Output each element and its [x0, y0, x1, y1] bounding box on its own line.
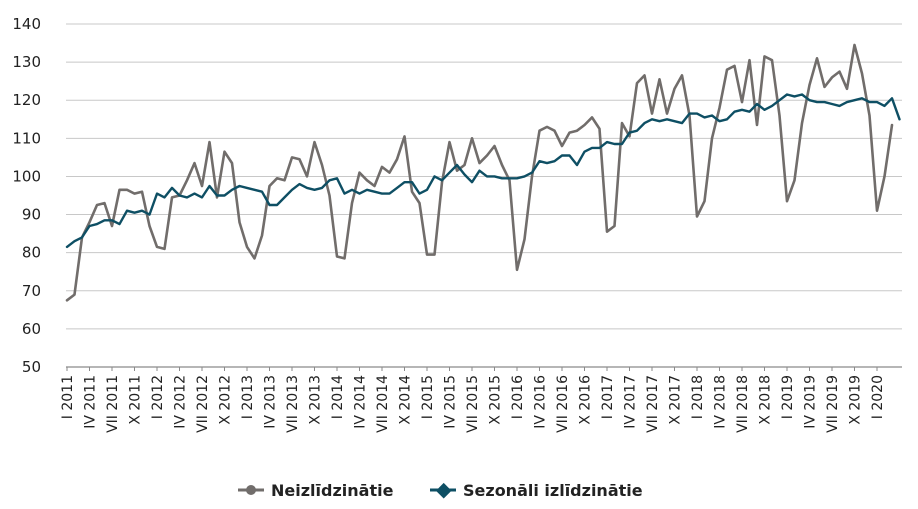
x-tick-label: I 2015	[420, 375, 436, 419]
x-tick-label: X 2017	[668, 375, 684, 425]
x-tick-label: X 2014	[398, 375, 414, 425]
x-tick-label: IV 2018	[713, 375, 729, 429]
x-tick-label: X 2018	[758, 375, 774, 425]
y-tick-label: 120	[12, 91, 41, 109]
x-tick-label: I 2017	[600, 375, 616, 419]
series-line-seasonally-adjusted	[65, 93, 901, 249]
y-tick-label: 130	[12, 53, 41, 71]
series-lines	[65, 43, 901, 302]
y-tick-label: 90	[22, 206, 41, 224]
y-tick-label: 70	[22, 282, 41, 300]
legend-item-unadjusted: Neizlīdzinātie	[238, 481, 394, 500]
legend-swatch-marker-unadjusted	[246, 485, 256, 495]
y-tick-label: 110	[12, 129, 41, 147]
y-tick-label: 80	[22, 244, 41, 262]
legend-swatch-marker-seasonally-adjusted	[435, 482, 452, 499]
x-tick-label: VII 2019	[825, 375, 841, 433]
x-tick-label: X 2015	[488, 375, 504, 425]
x-tick-label: IV 2017	[623, 375, 639, 429]
x-tick-label: IV 2019	[803, 375, 819, 429]
x-tick-label: IV 2012	[173, 375, 189, 429]
y-tick-label: 60	[22, 320, 41, 338]
x-tick-label: I 2014	[330, 375, 346, 419]
x-tick-label: IV 2015	[443, 375, 459, 429]
x-tick-label: I 2013	[240, 375, 256, 419]
x-tick-label: VII 2011	[105, 375, 121, 433]
y-tick-label: 140	[12, 15, 41, 33]
x-tick-label: I 2016	[510, 375, 526, 419]
x-tick-label: VII 2015	[465, 375, 481, 433]
legend: Neizlīdzinātie Sezonāli izlīdzinātie	[238, 481, 643, 500]
series-line-unadjusted	[65, 43, 894, 302]
x-tick-label: I 2019	[780, 375, 796, 419]
x-tick-label: VII 2018	[735, 375, 751, 433]
legend-item-seasonally-adjusted: Sezonāli izlīdzinātie	[430, 481, 643, 500]
y-tick-label: 100	[12, 167, 41, 185]
x-tick-label: IV 2014	[353, 375, 369, 429]
x-tick-label: X 2012	[218, 375, 234, 425]
x-tick-label: X 2016	[578, 375, 594, 425]
x-tick-label: X 2011	[128, 375, 144, 425]
x-tick-label: VII 2016	[555, 375, 571, 433]
x-tick-label: VII 2013	[285, 375, 301, 433]
x-tick-label: I 2011	[60, 375, 76, 419]
legend-label-seasonally-adjusted: Sezonāli izlīdzinātie	[463, 481, 643, 500]
x-tick-label: X 2019	[848, 375, 864, 425]
x-tick-label: IV 2011	[83, 375, 99, 429]
gridlines	[66, 23, 902, 330]
x-tick-label: VII 2017	[645, 375, 661, 433]
x-tick-label: IV 2016	[533, 375, 549, 429]
x-tick-label: I 2012	[150, 375, 166, 419]
x-tick-label: VII 2012	[195, 375, 211, 433]
x-tick-label: I 2020	[870, 375, 886, 419]
y-tick-label: 50	[22, 358, 41, 376]
x-tick-label: I 2018	[690, 375, 706, 419]
legend-label-unadjusted: Neizlīdzinātie	[271, 481, 394, 500]
x-tick-label: VII 2014	[375, 375, 391, 433]
axes: 50 60 70 80 90 100 110 120 130 140 I 2011 IV 2011 VI…	[12, 15, 902, 433]
x-tick-label: X 2013	[308, 375, 324, 425]
x-tick-label: IV 2013	[263, 375, 279, 429]
